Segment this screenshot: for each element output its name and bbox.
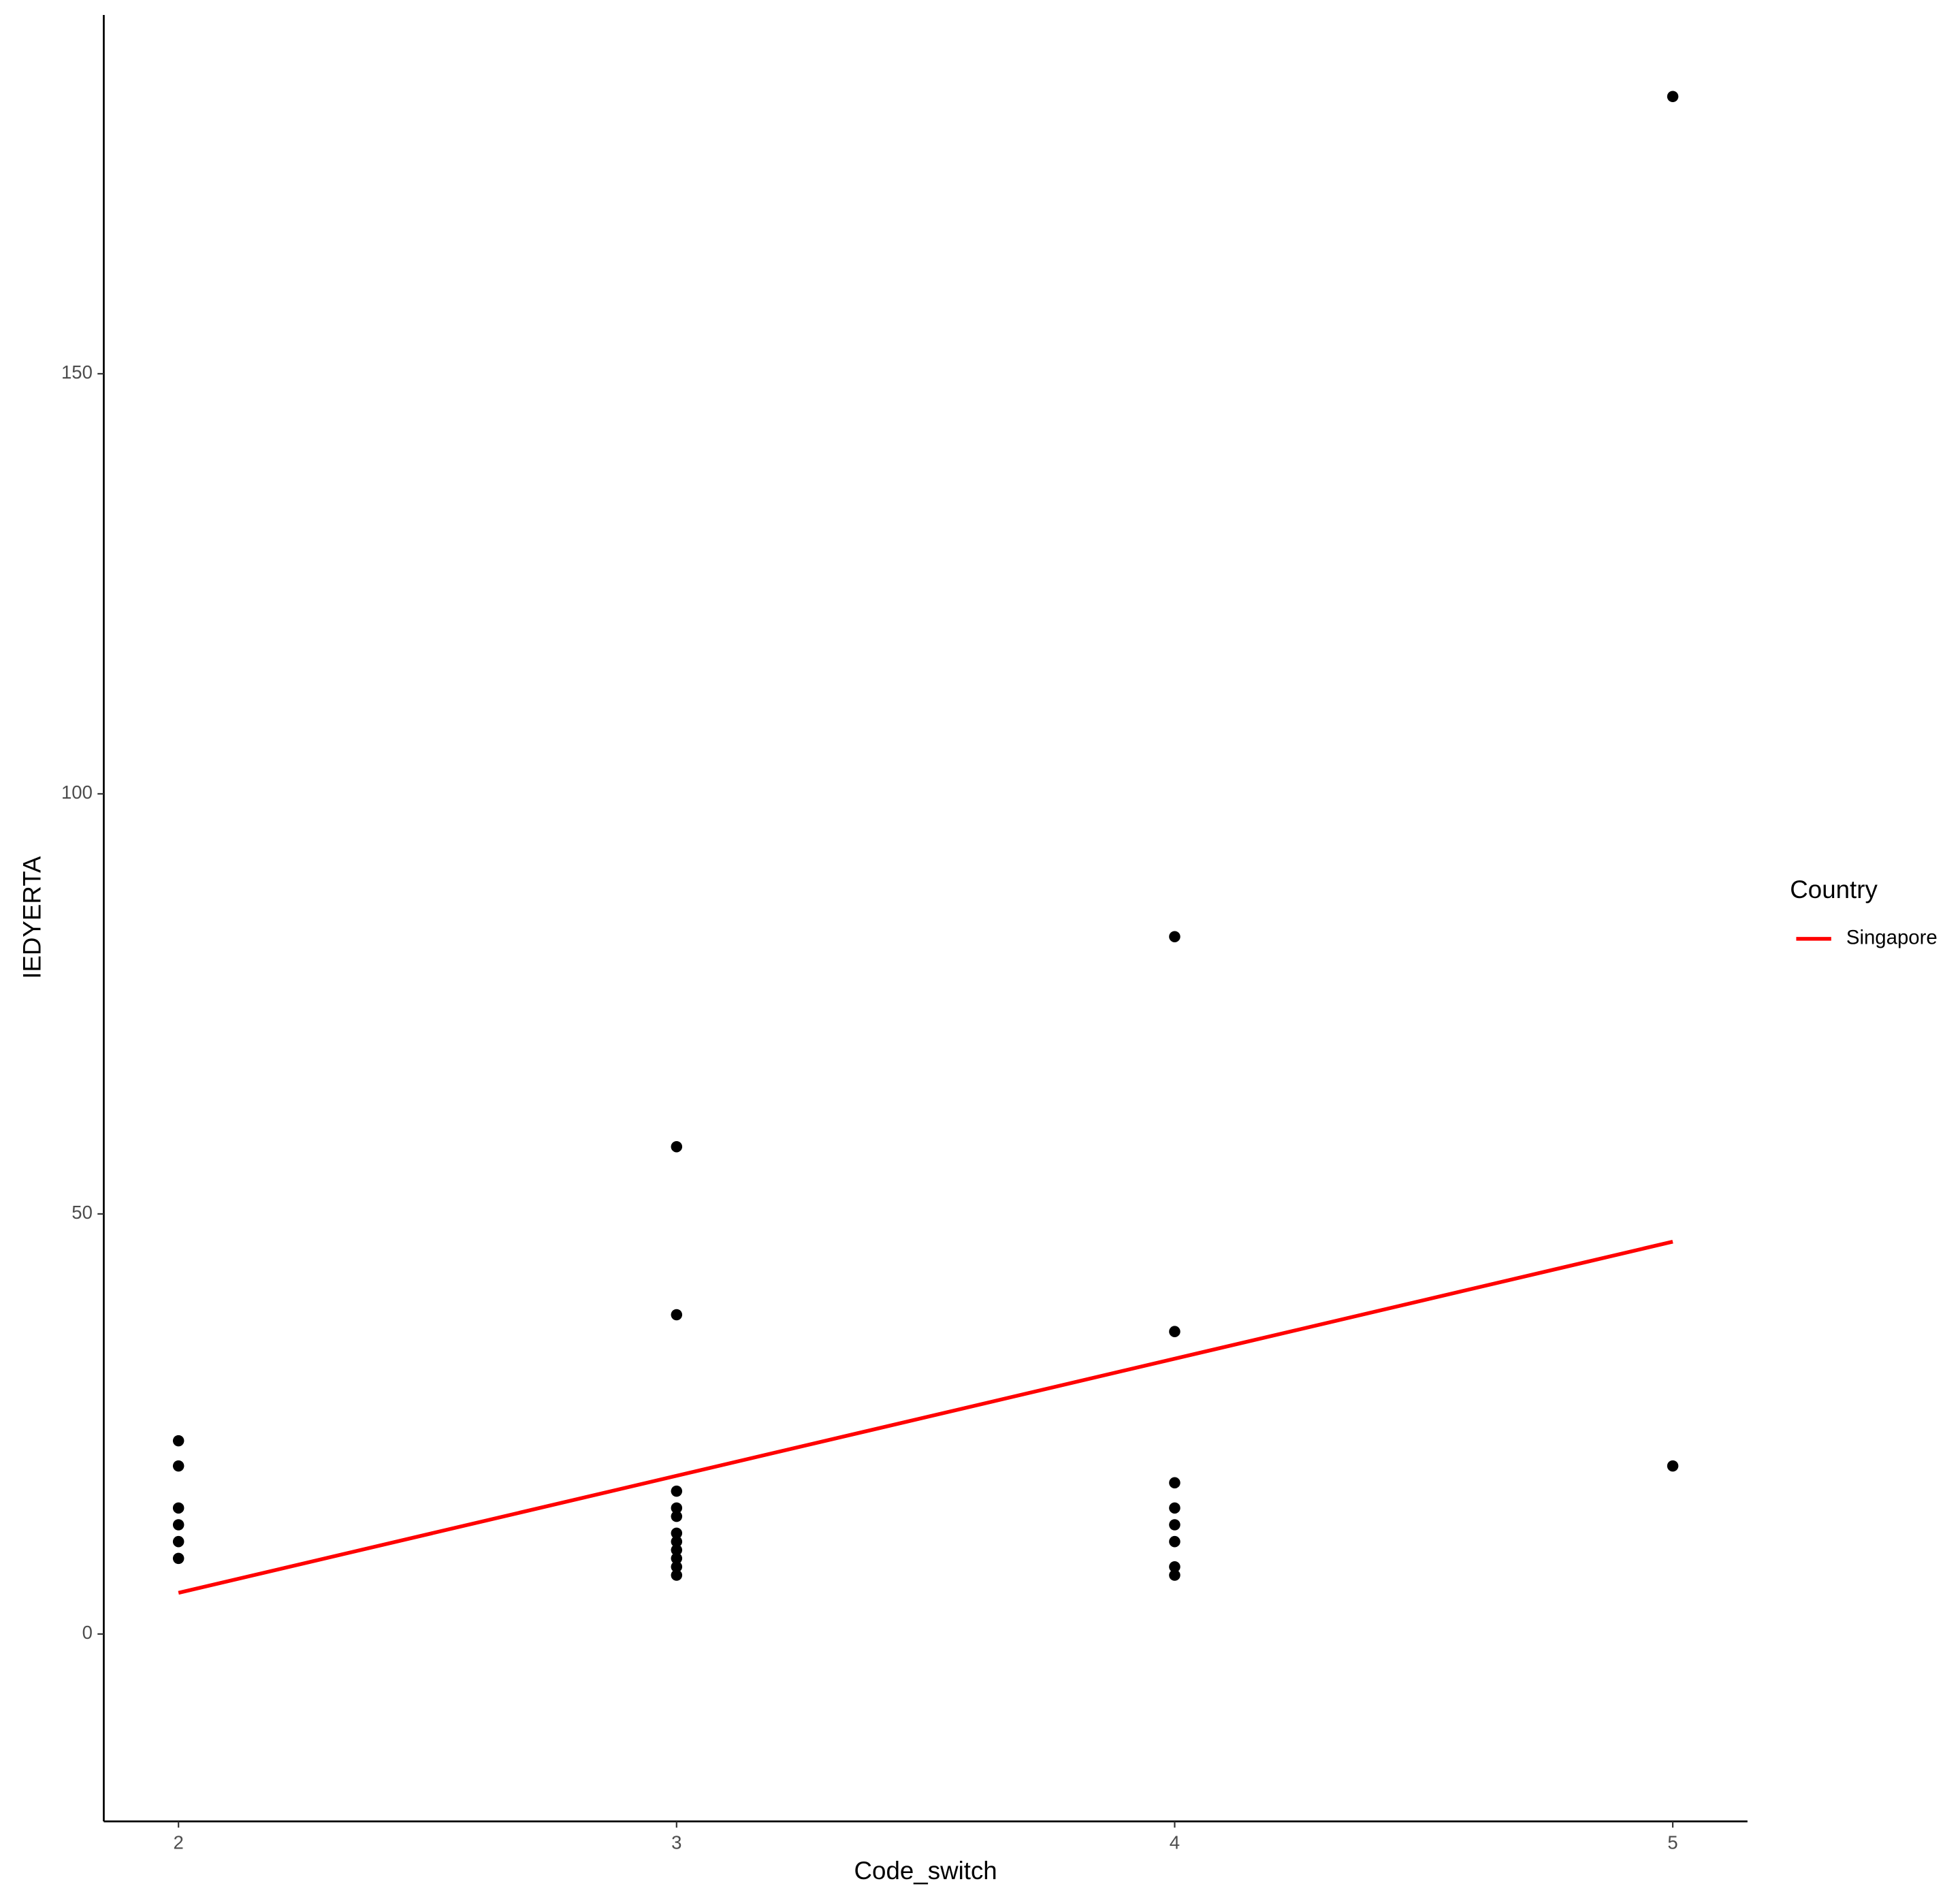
x-tick-label: 4 (1170, 1832, 1180, 1853)
fit-line (178, 1239, 1673, 1595)
x-tick-label: 2 (174, 1832, 184, 1853)
point (1169, 1502, 1180, 1514)
point (1169, 931, 1180, 942)
y-tick-label: 0 (82, 1622, 93, 1643)
legend-label: Singapore (1846, 927, 1938, 949)
legend-title: Country (1790, 876, 1878, 903)
point (671, 1527, 683, 1539)
y-tick-label: 100 (61, 782, 93, 803)
point (671, 1569, 683, 1581)
point (671, 1140, 683, 1153)
point (1169, 1519, 1180, 1531)
point (1169, 1535, 1180, 1548)
point (1169, 1326, 1180, 1337)
point (172, 1502, 184, 1514)
point (1169, 1561, 1180, 1573)
point (172, 1435, 184, 1447)
point (671, 1502, 683, 1514)
point (671, 1485, 683, 1497)
point (172, 1552, 184, 1565)
point (671, 1535, 683, 1548)
y-tick-label: 50 (71, 1202, 93, 1223)
point (671, 1561, 683, 1573)
point (172, 1519, 184, 1531)
point (1169, 1569, 1180, 1581)
x-tick-label: 5 (1667, 1832, 1677, 1853)
point (1667, 1460, 1679, 1472)
point (671, 1552, 683, 1565)
point (671, 1309, 683, 1321)
point (671, 1544, 683, 1556)
x-axis-title: Code_switch (854, 1857, 997, 1885)
x-tick-label: 3 (671, 1832, 681, 1853)
point (172, 1460, 184, 1472)
point (1667, 91, 1679, 102)
point (671, 1510, 683, 1522)
point (1169, 1477, 1180, 1489)
y-tick-label: 150 (61, 362, 93, 383)
y-axis-title: IEDYERTA (18, 856, 46, 979)
point (172, 1535, 184, 1548)
